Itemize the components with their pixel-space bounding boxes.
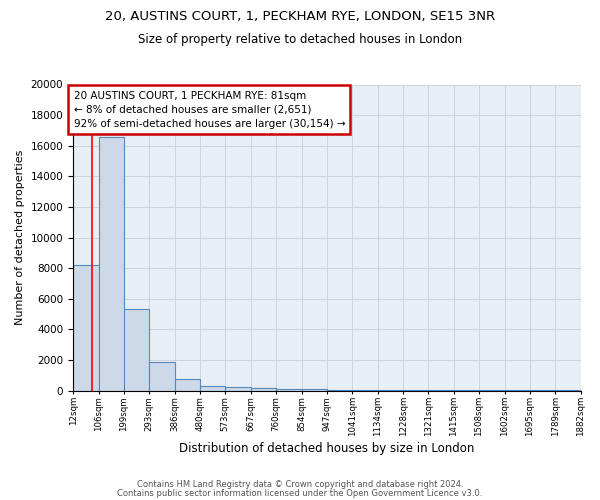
Bar — [124, 310, 149, 390]
Bar — [73, 265, 98, 390]
Text: Contains HM Land Registry data © Crown copyright and database right 2024.: Contains HM Land Registry data © Crown c… — [137, 480, 463, 489]
Y-axis label: Number of detached properties: Number of detached properties — [15, 150, 25, 325]
Text: Size of property relative to detached houses in London: Size of property relative to detached ho… — [138, 32, 462, 46]
Bar — [200, 386, 225, 390]
Bar — [276, 388, 302, 390]
Text: Contains public sector information licensed under the Open Government Licence v3: Contains public sector information licen… — [118, 488, 482, 498]
Bar — [149, 362, 175, 390]
X-axis label: Distribution of detached houses by size in London: Distribution of detached houses by size … — [179, 442, 475, 455]
Bar — [225, 388, 251, 390]
Bar — [98, 136, 124, 390]
Bar — [251, 388, 276, 390]
Text: 20 AUSTINS COURT, 1 PECKHAM RYE: 81sqm
← 8% of detached houses are smaller (2,65: 20 AUSTINS COURT, 1 PECKHAM RYE: 81sqm ←… — [74, 90, 345, 128]
Text: 20, AUSTINS COURT, 1, PECKHAM RYE, LONDON, SE15 3NR: 20, AUSTINS COURT, 1, PECKHAM RYE, LONDO… — [105, 10, 495, 23]
Bar — [175, 379, 200, 390]
